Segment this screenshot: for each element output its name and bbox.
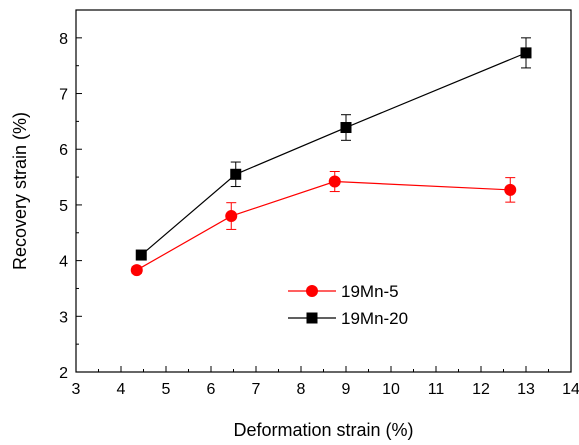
y-axis-title: Recovery strain (%): [10, 112, 30, 270]
x-tick-label: 9: [342, 381, 351, 398]
x-tick-label: 6: [207, 381, 216, 398]
x-tick-label: 4: [117, 381, 126, 398]
x-tick-label: 14: [562, 381, 579, 398]
y-tick-label: 8: [59, 31, 68, 48]
data-point: [230, 168, 242, 180]
data-point: [328, 175, 341, 188]
x-tick-label: 11: [428, 381, 445, 398]
legend: 19Mn-5 19Mn-20: [288, 282, 408, 328]
x-axis-title: Deformation strain (%): [233, 420, 413, 440]
x-tick-label: 10: [382, 381, 400, 398]
data-point: [130, 264, 143, 277]
y-tick-label: 4: [59, 254, 68, 271]
x-tick-label: 13: [517, 381, 535, 398]
legend-marker: [306, 285, 318, 297]
y-tick-label: 5: [59, 198, 68, 215]
legend-label: 19Mn-5: [341, 282, 399, 301]
series-layer: [130, 37, 532, 277]
x-tick-label: 5: [162, 381, 171, 398]
series-19Mn-20: [135, 37, 532, 261]
series-line: [140, 52, 527, 256]
y-tick-label: 7: [59, 87, 68, 104]
series-19Mn-5: [130, 171, 517, 277]
y-tick-label: 2: [59, 365, 68, 382]
x-tick-label: 3: [72, 381, 81, 398]
axis-ticks: [75, 9, 572, 373]
data-point: [504, 183, 517, 196]
y-tick-label: 3: [59, 309, 68, 326]
data-point: [340, 122, 352, 134]
data-point: [135, 249, 147, 261]
legend-marker: [306, 312, 318, 324]
x-tick-label: 8: [297, 381, 306, 398]
y-tick-label: 6: [59, 142, 68, 159]
x-tick-label: 12: [472, 381, 490, 398]
x-tick-label: 7: [252, 381, 261, 398]
legend-label: 19Mn-20: [341, 309, 408, 328]
series-line: [136, 180, 511, 271]
data-point: [225, 210, 238, 223]
data-point: [520, 47, 532, 59]
